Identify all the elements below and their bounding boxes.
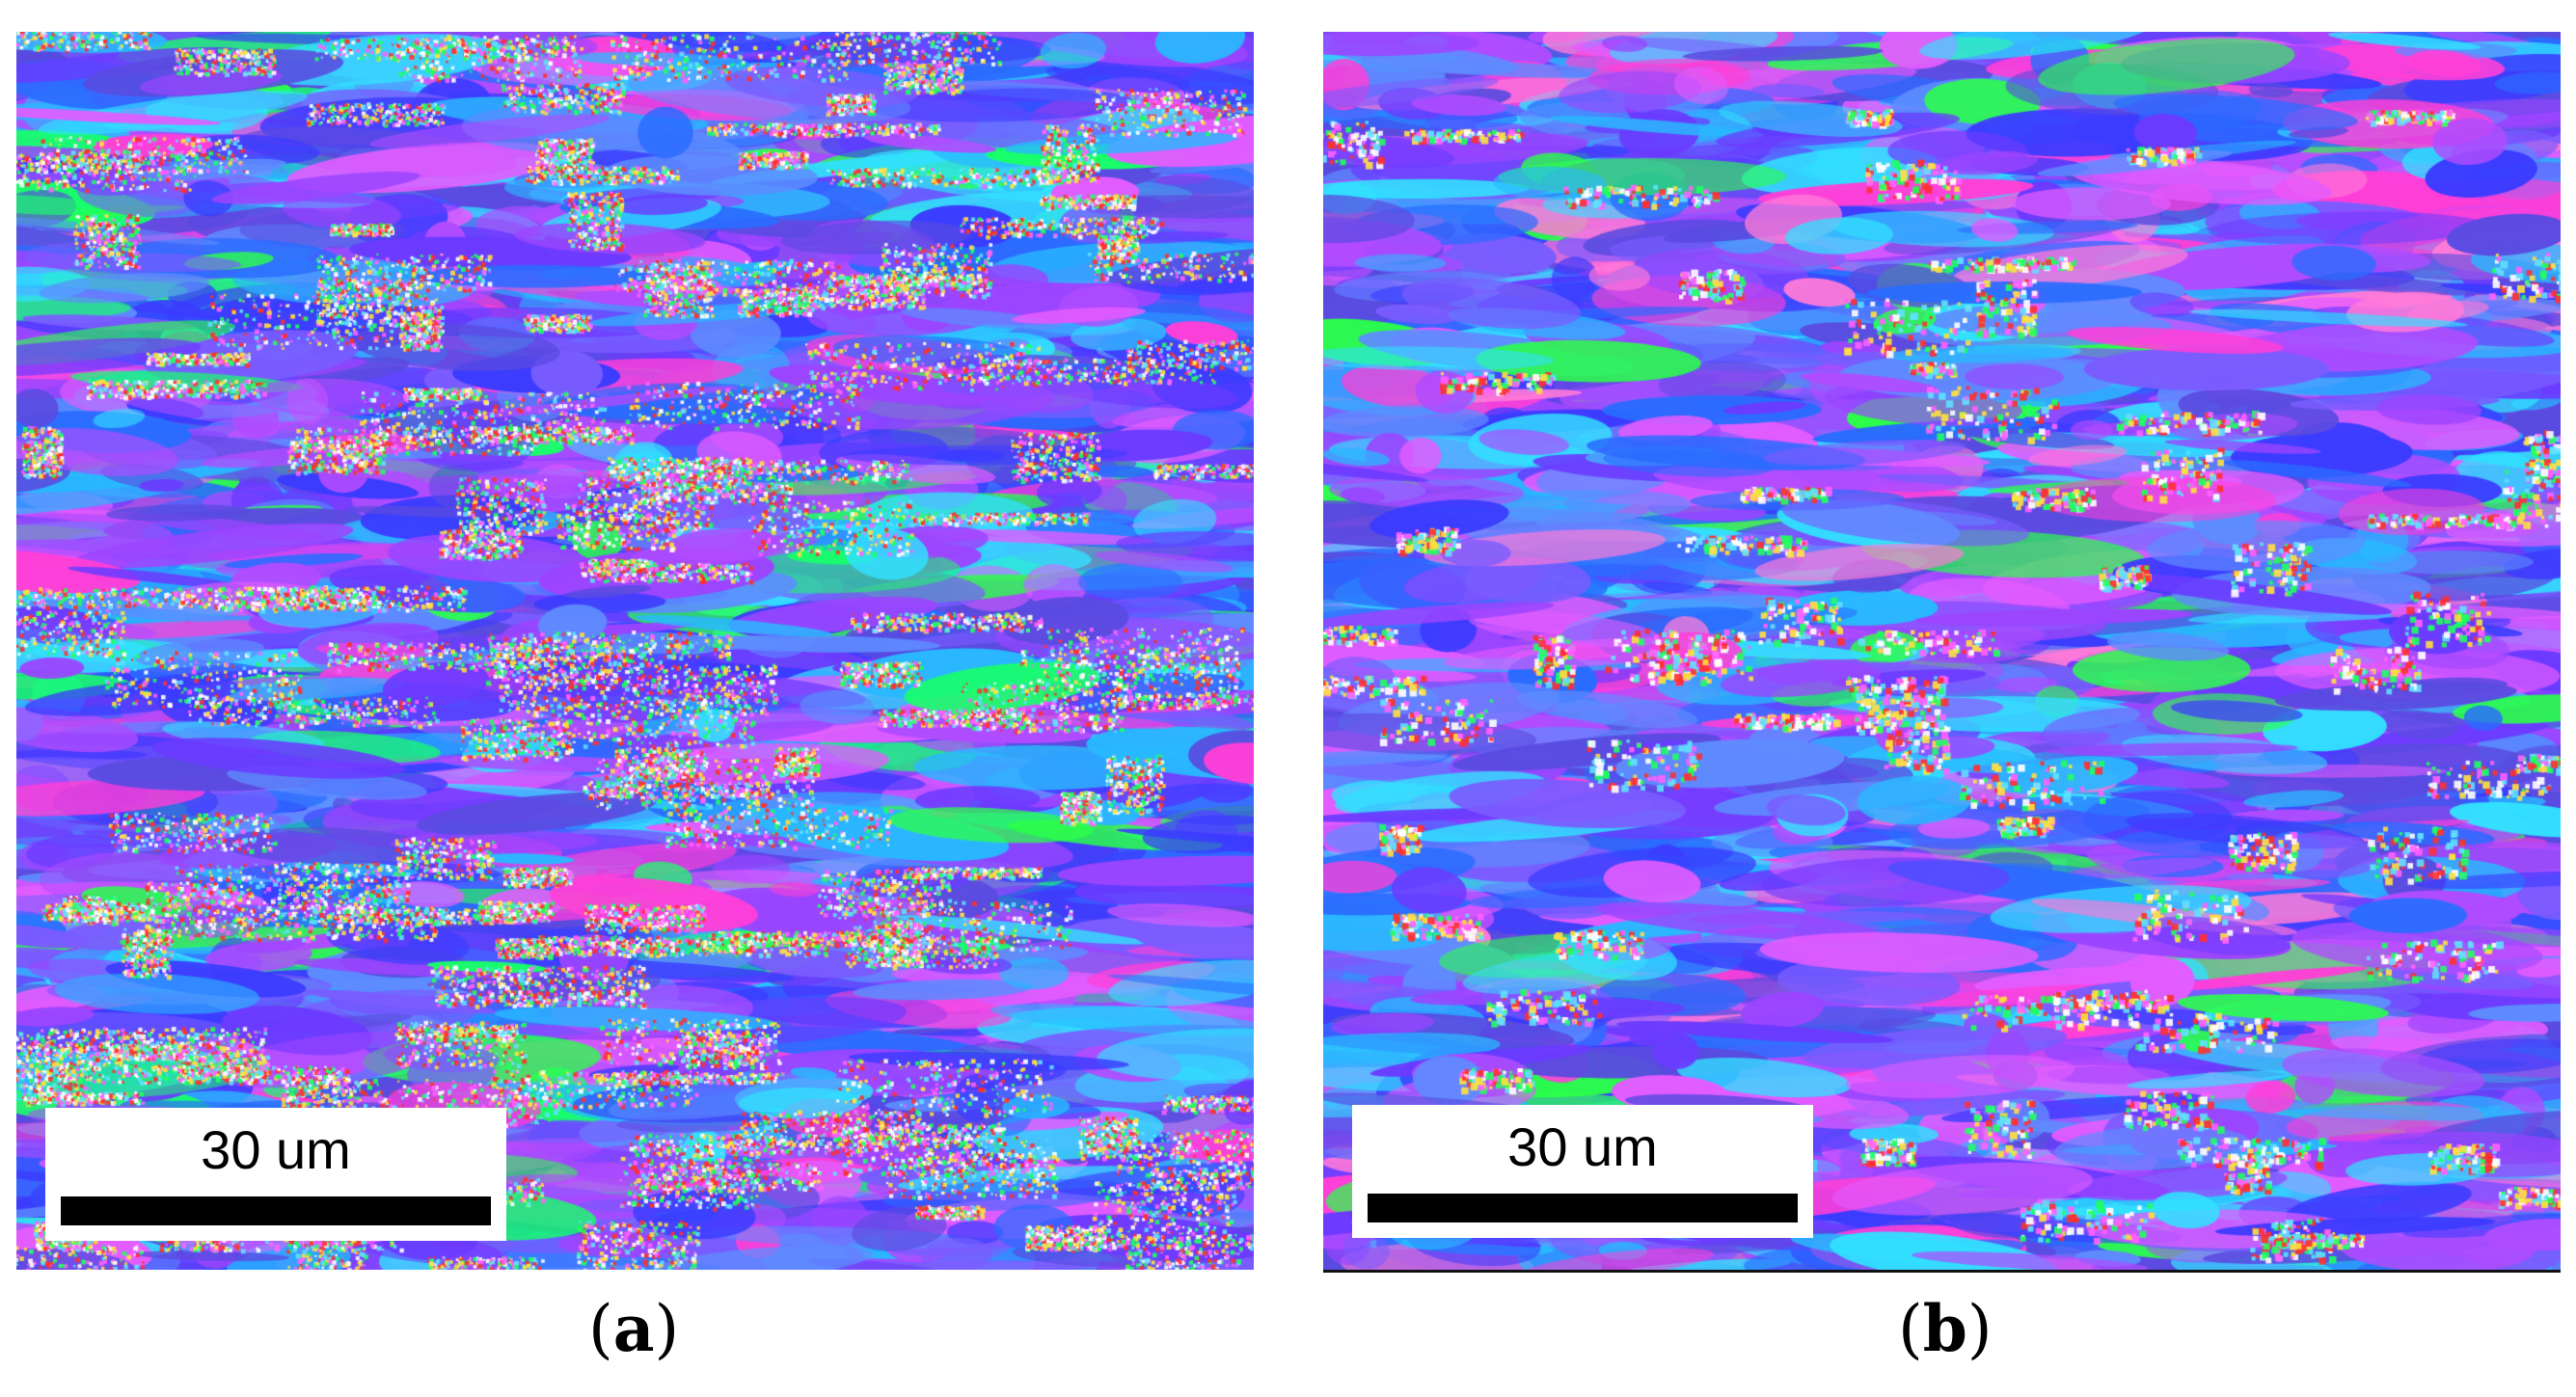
caption-b: (b): [1898, 1291, 1993, 1366]
ebsd-map-panel-a: 30 um: [16, 32, 1254, 1270]
ebsd-orientation-map-a: [16, 32, 1254, 1270]
caption-letter-b: b: [1922, 1291, 1967, 1366]
ebsd-map-panel-b: 30 um: [1323, 32, 2561, 1273]
ebsd-orientation-map-b: [1323, 32, 2561, 1270]
scale-bar-a: 30 um: [45, 1108, 506, 1241]
scale-bar-b: 30 um: [1352, 1105, 1813, 1238]
scale-bar-label-a: 30 um: [201, 1119, 351, 1180]
caption-a: (a): [588, 1291, 680, 1366]
scale-bar-label-b: 30 um: [1507, 1116, 1658, 1177]
scale-bar-line-b: [1368, 1194, 1798, 1222]
caption-letter-a: a: [612, 1291, 655, 1366]
scale-bar-line-a: [61, 1196, 491, 1225]
